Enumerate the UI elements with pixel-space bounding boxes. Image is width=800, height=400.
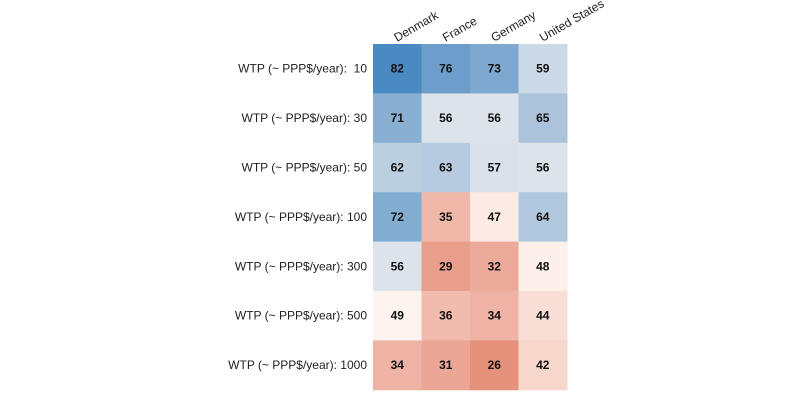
cell-value-label: 63 bbox=[439, 161, 453, 175]
cell-value-label: 59 bbox=[536, 62, 550, 76]
cell-value-label: 34 bbox=[488, 309, 502, 323]
heatmap-cell bbox=[518, 44, 568, 94]
column-label: Germany bbox=[489, 8, 539, 45]
heatmap-cell bbox=[470, 340, 519, 391]
heatmap-cell-values: 82 76 73 59 71 56 56 65 62 63 57 56 72 35 47 64 56 29 32 48… bbox=[391, 62, 550, 372]
heatmap-cell bbox=[421, 142, 471, 193]
cell-value-label: 42 bbox=[536, 358, 550, 372]
column-label: France bbox=[440, 14, 480, 45]
cell-value-label: 48 bbox=[536, 259, 550, 273]
column-label: United States bbox=[537, 0, 606, 45]
row-label: WTP (~ PPP$/year): 1000 bbox=[228, 358, 367, 372]
cell-value-label: 36 bbox=[439, 309, 453, 323]
cell-value-label: 64 bbox=[536, 210, 550, 224]
heatmap-cell bbox=[518, 241, 568, 292]
heatmap-cell bbox=[470, 44, 519, 94]
row-label: WTP (~ PPP$/year): 300 bbox=[235, 259, 367, 273]
cell-value-label: 32 bbox=[488, 259, 502, 273]
row-label: WTP (~ PPP$/year): 10 bbox=[238, 62, 367, 76]
cell-value-label: 47 bbox=[488, 210, 502, 224]
heatmap-cell bbox=[421, 192, 471, 243]
heatmap-cell bbox=[373, 340, 422, 391]
heatmap-cell bbox=[421, 340, 471, 391]
row-label: WTP (~ PPP$/year): 30 bbox=[242, 111, 368, 125]
heatmap-cell bbox=[518, 291, 568, 341]
cell-value-label: 57 bbox=[488, 161, 502, 175]
row-label: WTP (~ PPP$/year): 500 bbox=[235, 309, 367, 323]
cell-value-label: 56 bbox=[439, 111, 453, 125]
cell-value-label: 49 bbox=[391, 309, 405, 323]
heatmap-cell bbox=[373, 241, 422, 292]
heatmap-cell bbox=[373, 142, 422, 193]
cell-value-label: 29 bbox=[439, 259, 453, 273]
cell-value-label: 56 bbox=[391, 259, 405, 273]
cell-value-label: 82 bbox=[391, 62, 405, 76]
heatmap-cell bbox=[518, 192, 568, 243]
heatmap-cell bbox=[373, 44, 422, 94]
heatmap-cell bbox=[518, 93, 568, 144]
cell-value-label: 73 bbox=[488, 62, 502, 76]
heatmap-cell bbox=[470, 93, 519, 144]
heatmap-cell bbox=[373, 192, 422, 243]
cell-value-label: 31 bbox=[439, 358, 453, 372]
heatmap-cell bbox=[470, 192, 519, 243]
row-label: WTP (~ PPP$/year): 50 bbox=[242, 161, 368, 175]
cell-value-label: 44 bbox=[536, 309, 550, 323]
cell-value-label: 35 bbox=[439, 210, 453, 224]
row-labels: WTP (~ PPP$/year): 10 WTP (~ PPP$/year): … bbox=[228, 62, 367, 372]
column-label: Denmark bbox=[392, 8, 442, 45]
heatmap-cell bbox=[421, 93, 471, 144]
cell-value-label: 65 bbox=[536, 111, 550, 125]
heatmap-cell bbox=[470, 291, 519, 341]
cell-value-label: 76 bbox=[439, 62, 453, 76]
heatmap-cell bbox=[421, 241, 471, 292]
heatmap-cells bbox=[373, 44, 568, 391]
heatmap-cell bbox=[373, 93, 422, 144]
heatmap-cell bbox=[421, 44, 471, 94]
cell-value-label: 26 bbox=[488, 358, 502, 372]
heatmap-cell bbox=[470, 241, 519, 292]
cell-value-label: 62 bbox=[391, 161, 405, 175]
cell-value-label: 56 bbox=[488, 111, 502, 125]
cell-value-label: 56 bbox=[536, 161, 550, 175]
cell-value-label: 71 bbox=[391, 111, 405, 125]
heatmap-cell bbox=[470, 142, 519, 193]
heatmap-cell bbox=[421, 291, 471, 341]
heatmap-cell bbox=[518, 340, 568, 391]
heatmap-cell bbox=[373, 291, 422, 341]
heatmap-cell bbox=[518, 142, 568, 193]
cell-value-label: 34 bbox=[391, 358, 405, 372]
row-label: WTP (~ PPP$/year): 100 bbox=[235, 210, 367, 224]
cell-value-label: 72 bbox=[391, 210, 405, 224]
